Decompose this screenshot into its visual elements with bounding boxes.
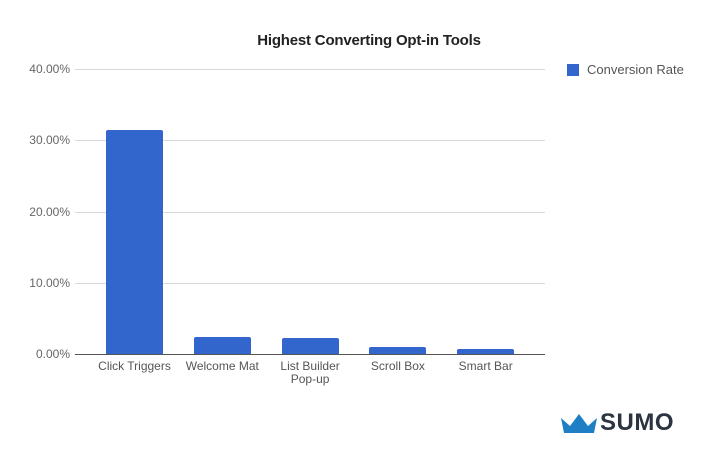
bar[interactable]: [369, 346, 427, 354]
chart-title: Highest Converting Opt-in Tools: [257, 32, 481, 49]
crown-icon: [561, 414, 597, 433]
legend: Conversion Rate: [567, 62, 684, 77]
gridline: [75, 140, 545, 142]
sumo-logo: SUMO: [561, 411, 674, 435]
bar[interactable]: [457, 349, 515, 354]
y-tick-label: 40.00%: [29, 62, 70, 76]
gridline: [75, 282, 545, 284]
y-tick-label: 20.00%: [29, 204, 70, 219]
x-tick-label: Welcome Mat: [185, 359, 259, 373]
y-tick-label: 30.00%: [29, 133, 70, 148]
y-tick-label: 10.00%: [29, 275, 70, 290]
x-tick-label: List Builder Pop-up: [280, 359, 340, 386]
bar[interactable]: [193, 336, 251, 354]
logo-text: SUMO: [600, 409, 674, 436]
legend-swatch: [567, 63, 579, 76]
gridline: [75, 354, 545, 355]
x-tick-label: Smart Bar: [458, 359, 513, 373]
legend-label: Conversion Rate: [587, 62, 684, 77]
bar[interactable]: [281, 337, 339, 354]
x-tick-label: Click Triggers: [98, 359, 171, 373]
plot-area: 0.00% 10.00% 20.00% 30.00% 40.00%: [29, 62, 545, 361]
gridline: [75, 211, 545, 213]
gridline: [75, 69, 545, 70]
bar[interactable]: [106, 130, 163, 354]
y-tick-label: 0.00%: [35, 347, 70, 361]
x-tick-label: Scroll Box: [370, 359, 425, 373]
